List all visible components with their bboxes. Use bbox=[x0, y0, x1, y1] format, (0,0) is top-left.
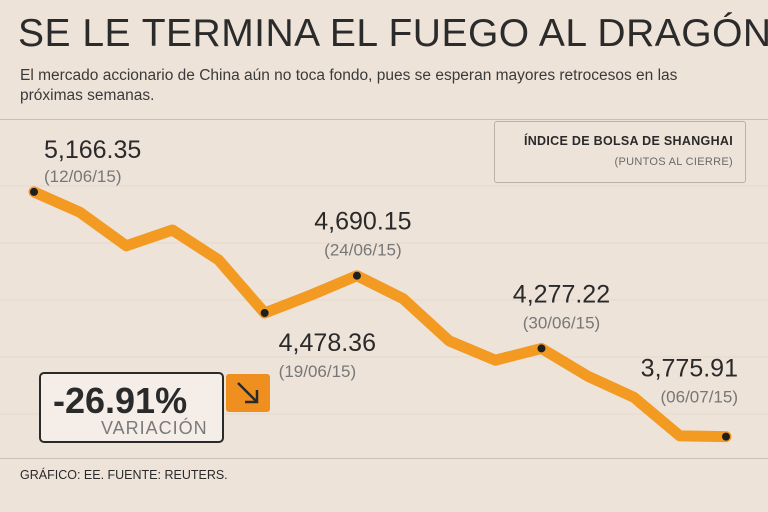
point-value-label: 3,775.91 bbox=[641, 355, 738, 383]
point-value-label: 4,690.15 bbox=[314, 208, 411, 236]
variation-box: -26.91% VARIACIÓN bbox=[39, 372, 224, 443]
top-divider bbox=[0, 119, 768, 120]
legend-title: ÍNDICE DE BOLSA DE SHANGHAI bbox=[523, 134, 733, 148]
data-point bbox=[722, 432, 730, 441]
point-date-label: (24/06/15) bbox=[324, 241, 402, 260]
bottom-divider bbox=[0, 458, 768, 459]
point-value-label: 5,166.35 bbox=[44, 136, 141, 164]
point-value-label: 4,277.22 bbox=[513, 280, 610, 308]
point-value-label: 4,478.36 bbox=[279, 329, 376, 357]
data-point bbox=[537, 344, 546, 353]
data-point bbox=[260, 309, 269, 318]
point-date-label: (12/06/15) bbox=[44, 167, 122, 186]
point-date-label: (06/07/15) bbox=[661, 388, 739, 407]
data-point bbox=[352, 271, 361, 280]
data-labels: 5,166.35 (12/06/15) 4,478.36 (19/06/15) 4,69… bbox=[44, 136, 738, 407]
point-date-label: (30/06/15) bbox=[523, 313, 601, 332]
down-arrow-icon bbox=[226, 374, 270, 412]
data-points bbox=[30, 187, 730, 441]
source-note: GRÁFICO: EE. FUENTE: REUTERS. bbox=[20, 468, 228, 482]
series-line bbox=[28, 186, 732, 443]
point-date-label: (19/06/15) bbox=[279, 362, 357, 381]
chart-subtitle: El mercado accionario de China aún no to… bbox=[20, 67, 678, 104]
legend-subtitle: (PUNTOS AL CIERRE) bbox=[614, 156, 733, 168]
chart-title: SE LE TERMINA EL FUEGO AL DRAGÓN bbox=[18, 12, 768, 55]
variation-value: -26.91% bbox=[53, 380, 188, 421]
data-point bbox=[30, 187, 38, 196]
variation-label: VARIACIÓN bbox=[101, 418, 208, 438]
legend-box: ÍNDICE DE BOLSA DE SHANGHAI (PUNTOS AL C… bbox=[494, 121, 746, 183]
